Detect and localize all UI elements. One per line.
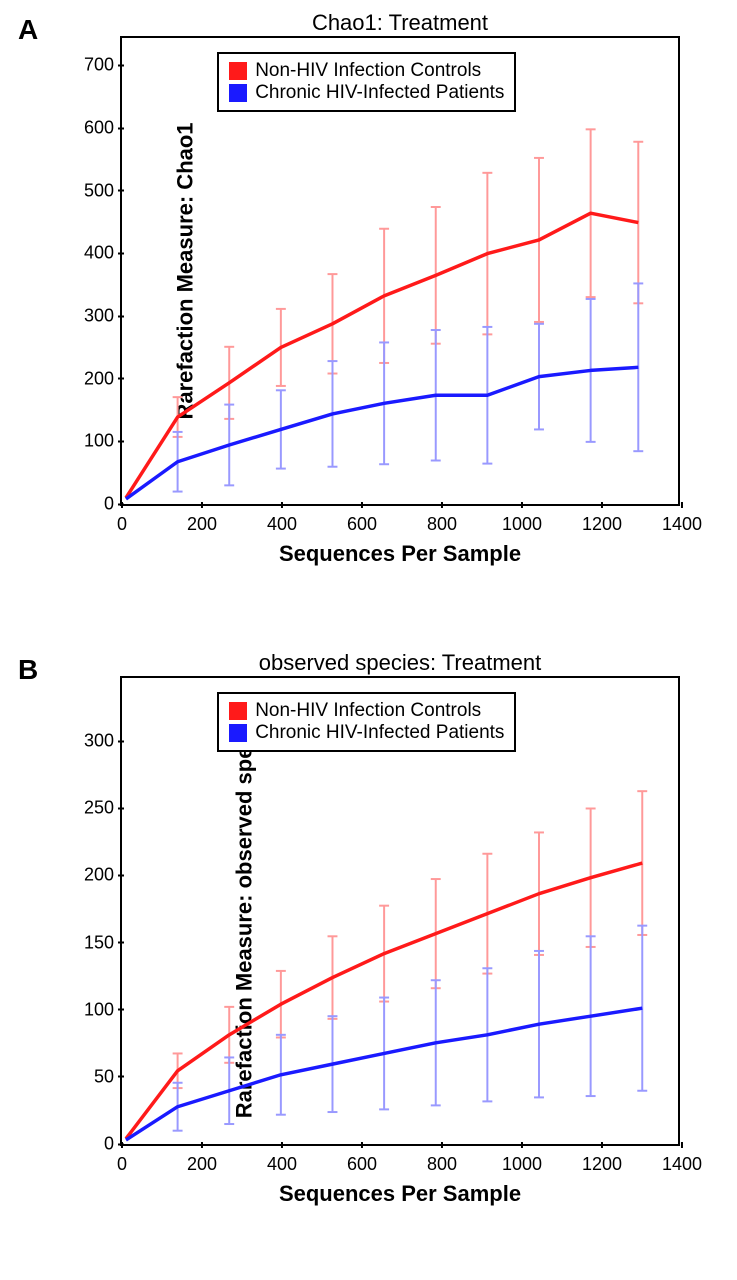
panel-B-label: B bbox=[18, 654, 38, 686]
ytick: 150 bbox=[84, 932, 122, 953]
xtick: 1000 bbox=[502, 504, 542, 535]
ytick: 300 bbox=[84, 306, 122, 327]
legend-item: Chronic HIV-Infected Patients bbox=[229, 722, 504, 744]
legend-swatch bbox=[229, 84, 247, 102]
xtick: 400 bbox=[267, 504, 297, 535]
legend-swatch bbox=[229, 702, 247, 720]
ytick: 100 bbox=[84, 431, 122, 452]
ytick: 500 bbox=[84, 180, 122, 201]
ytick: 100 bbox=[84, 999, 122, 1020]
panel-B-title: observed species: Treatment bbox=[120, 650, 680, 676]
legend-label: Chronic HIV-Infected Patients bbox=[255, 82, 504, 104]
panel-B: B observed species: Treatment Rarefactio… bbox=[10, 650, 727, 1260]
xtick: 1200 bbox=[582, 504, 622, 535]
panel-B-xlabel: Sequences Per Sample bbox=[120, 1181, 680, 1207]
ytick: 300 bbox=[84, 731, 122, 752]
legend-item: Non-HIV Infection Controls bbox=[229, 60, 504, 82]
xtick: 600 bbox=[347, 1144, 377, 1175]
legend-item: Non-HIV Infection Controls bbox=[229, 700, 504, 722]
panel-A-xlabel: Sequences Per Sample bbox=[120, 541, 680, 567]
figure-root: A Chao1: Treatment Rarefaction Measure: … bbox=[0, 0, 737, 1280]
xtick: 1000 bbox=[502, 1144, 542, 1175]
panel-A-label: A bbox=[18, 14, 38, 46]
panel-A-plot-wrap: Rarefaction Measure: Chao1 Non-HIV Infec… bbox=[120, 36, 687, 567]
xtick: 800 bbox=[427, 504, 457, 535]
ytick: 200 bbox=[84, 865, 122, 886]
xtick: 1400 bbox=[662, 504, 702, 535]
ytick: 200 bbox=[84, 368, 122, 389]
xtick: 600 bbox=[347, 504, 377, 535]
xtick: 200 bbox=[187, 1144, 217, 1175]
legend-swatch bbox=[229, 62, 247, 80]
legend-swatch bbox=[229, 724, 247, 742]
legend-label: Non-HIV Infection Controls bbox=[255, 700, 481, 722]
legend-item: Chronic HIV-Infected Patients bbox=[229, 82, 504, 104]
xtick: 800 bbox=[427, 1144, 457, 1175]
xtick: 1400 bbox=[662, 1144, 702, 1175]
panel-B-legend: Non-HIV Infection ControlsChronic HIV-In… bbox=[217, 692, 516, 752]
xtick: 0 bbox=[117, 504, 127, 535]
xtick: 200 bbox=[187, 504, 217, 535]
legend-label: Chronic HIV-Infected Patients bbox=[255, 722, 504, 744]
panel-A-legend: Non-HIV Infection ControlsChronic HIV-In… bbox=[217, 52, 516, 112]
panel-B-plot-frame: Rarefaction Measure: observed species No… bbox=[120, 676, 680, 1146]
xtick: 1200 bbox=[582, 1144, 622, 1175]
xtick: 400 bbox=[267, 1144, 297, 1175]
xtick: 0 bbox=[117, 1144, 127, 1175]
ytick: 50 bbox=[94, 1066, 122, 1087]
panel-A: A Chao1: Treatment Rarefaction Measure: … bbox=[10, 10, 727, 650]
panel-A-plot-frame: Rarefaction Measure: Chao1 Non-HIV Infec… bbox=[120, 36, 680, 506]
ytick: 250 bbox=[84, 798, 122, 819]
panel-A-title: Chao1: Treatment bbox=[120, 10, 680, 36]
ytick: 700 bbox=[84, 55, 122, 76]
ytick: 600 bbox=[84, 118, 122, 139]
legend-label: Non-HIV Infection Controls bbox=[255, 60, 481, 82]
panel-B-plot-wrap: Rarefaction Measure: observed species No… bbox=[120, 676, 687, 1207]
ytick: 400 bbox=[84, 243, 122, 264]
